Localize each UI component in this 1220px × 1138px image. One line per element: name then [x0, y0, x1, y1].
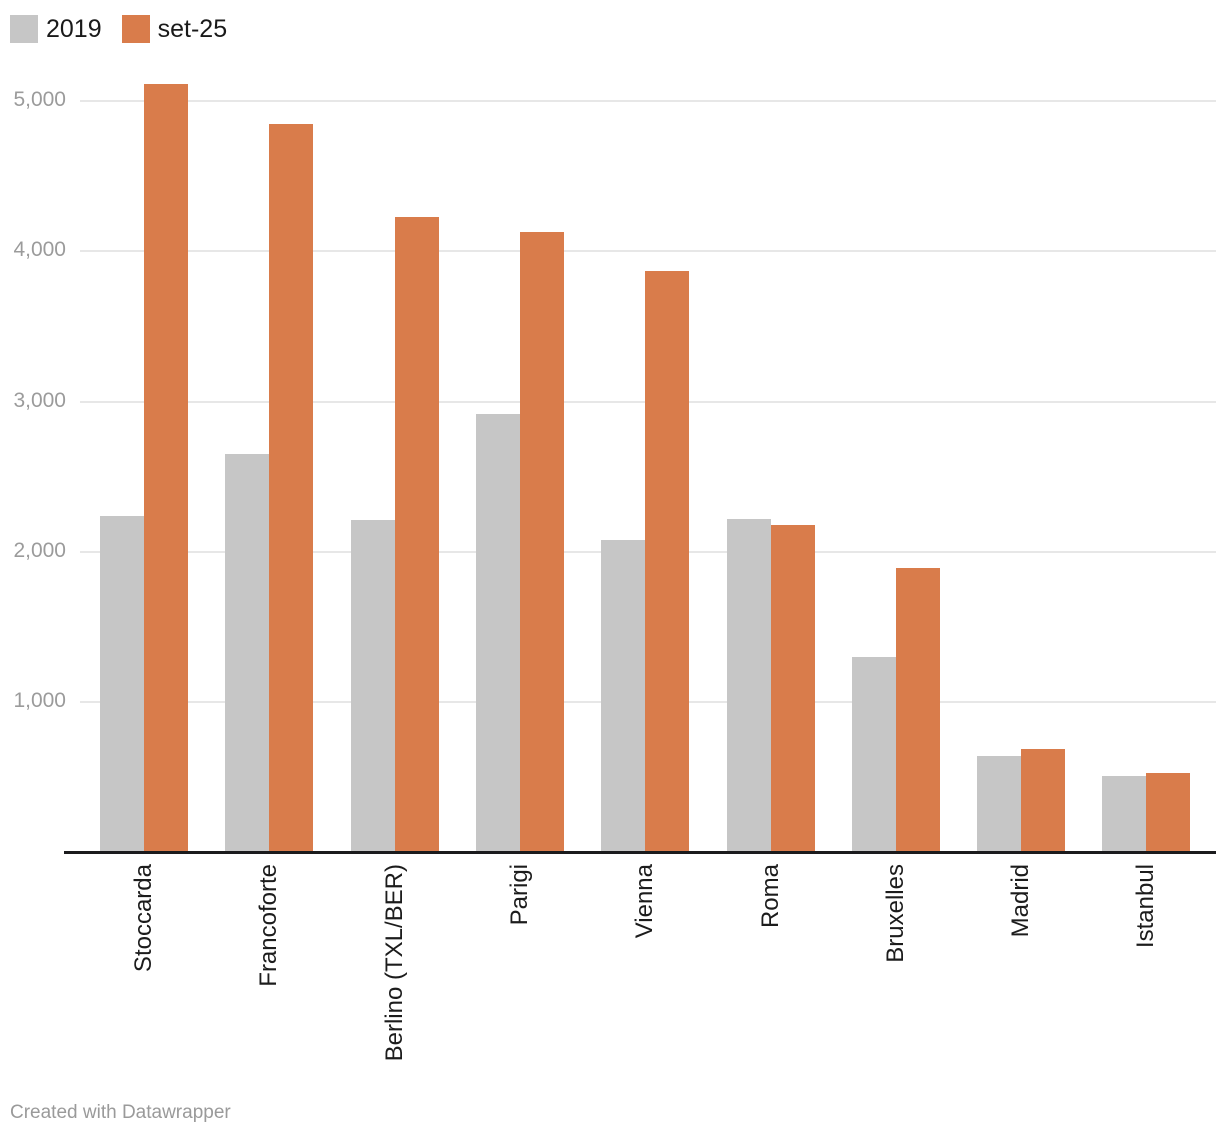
bar-2019-vienna: [601, 539, 646, 853]
legend-label-set-25: set-25: [157, 15, 228, 43]
x-axis-line: [64, 851, 1216, 854]
bar-2019-istanbul: [1102, 775, 1147, 853]
bar-2019-berlino-txl-ber: [350, 520, 395, 853]
category-label-text: Istanbul: [1132, 864, 1160, 949]
category-label-text: Bruxelles: [881, 864, 909, 963]
bar-2019-parigi: [475, 413, 520, 853]
bar-set-25-vienna: [645, 270, 690, 853]
category-label-text: Roma: [756, 864, 784, 929]
bar-2019-bruxelles: [851, 657, 896, 853]
datawrapper-attribution-link[interactable]: Created with Datawrapper: [10, 1102, 231, 1123]
bar-set-25-berlino-txl-ber: [394, 216, 439, 853]
bar-set-25-parigi: [519, 231, 564, 853]
category-label-text: Francoforte: [255, 864, 283, 987]
y-axis-tick-label-4000: 4,000: [13, 238, 66, 262]
category-label-text: Berlino (TXL/BER): [380, 864, 408, 1062]
category-label-text: Parigi: [505, 864, 533, 926]
bar-2019-madrid: [977, 756, 1022, 853]
legend: 2019 set-25: [10, 15, 247, 43]
y-axis-tick-label-3000: 3,000: [13, 388, 66, 412]
bar-set-25-madrid: [1021, 748, 1066, 853]
legend-label-2019: 2019: [46, 15, 102, 43]
bar-set-25-francoforte: [269, 123, 314, 853]
legend-item-2019: 2019: [10, 15, 102, 43]
gridline-5000: [80, 100, 1216, 102]
bar-set-25-istanbul: [1146, 772, 1191, 853]
legend-swatch-2019: [10, 15, 38, 43]
bar-2019-roma: [726, 518, 771, 853]
bar-2019-francoforte: [225, 454, 270, 853]
category-label-text: Vienna: [631, 864, 659, 939]
y-axis-tick-label-5000: 5,000: [13, 88, 66, 112]
bar-2019-stoccarda: [100, 515, 144, 853]
category-label-text: Stoccarda: [130, 864, 157, 973]
y-axis-tick-label-1000: 1,000: [13, 689, 66, 713]
category-label-text: Madrid: [1007, 864, 1035, 938]
bar-set-25-roma: [770, 524, 815, 853]
bar-set-25-stoccarda: [144, 84, 188, 853]
legend-item-set-25: set-25: [121, 15, 228, 43]
legend-swatch-set-25: [121, 15, 150, 43]
y-axis-tick-label-2000: 2,000: [13, 538, 66, 562]
bar-set-25-bruxelles: [895, 568, 940, 853]
gridline-4000: [80, 250, 1216, 253]
